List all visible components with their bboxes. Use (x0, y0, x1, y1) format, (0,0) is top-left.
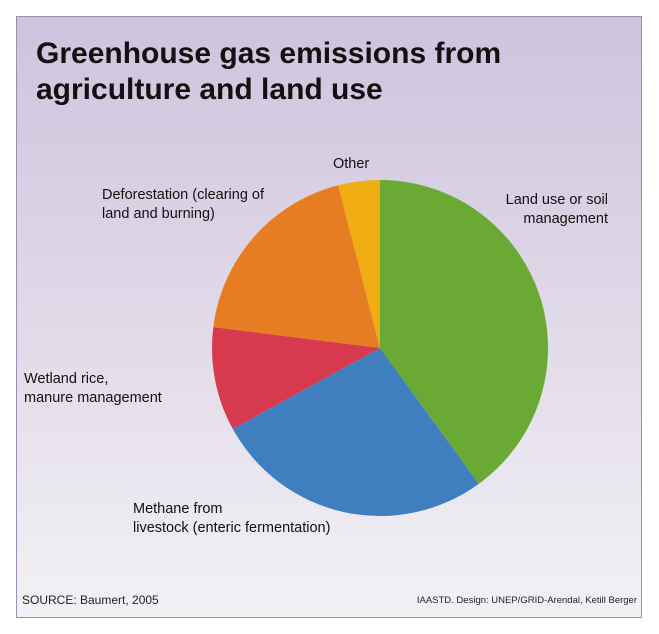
slice-label-deforestation: Deforestation (clearing of land and burn… (102, 187, 264, 222)
slice-label-other: Other (333, 156, 370, 172)
credit-note: IAASTD. Design: UNEP/GRID-Arendal, Ketil… (416, 595, 637, 606)
chart-title: Greenhouse gas emissions from agricultur… (36, 37, 502, 106)
slice-label-methane: Methane from livestock (enteric fermenta… (133, 501, 331, 536)
pie-slice-deforestation (213, 185, 380, 348)
pie-slice-other (338, 180, 380, 348)
slice-label-land-use: Land use or soil management (505, 192, 608, 227)
source-note: SOURCE: Baumert, 2005 (22, 593, 159, 607)
slice-label-wetland-rice: Wetland rice, manure management (24, 371, 162, 406)
pie-slice-land-use (380, 180, 549, 484)
pie-slice-methane (232, 348, 479, 517)
pie-slice-wetland-rice (212, 326, 380, 429)
